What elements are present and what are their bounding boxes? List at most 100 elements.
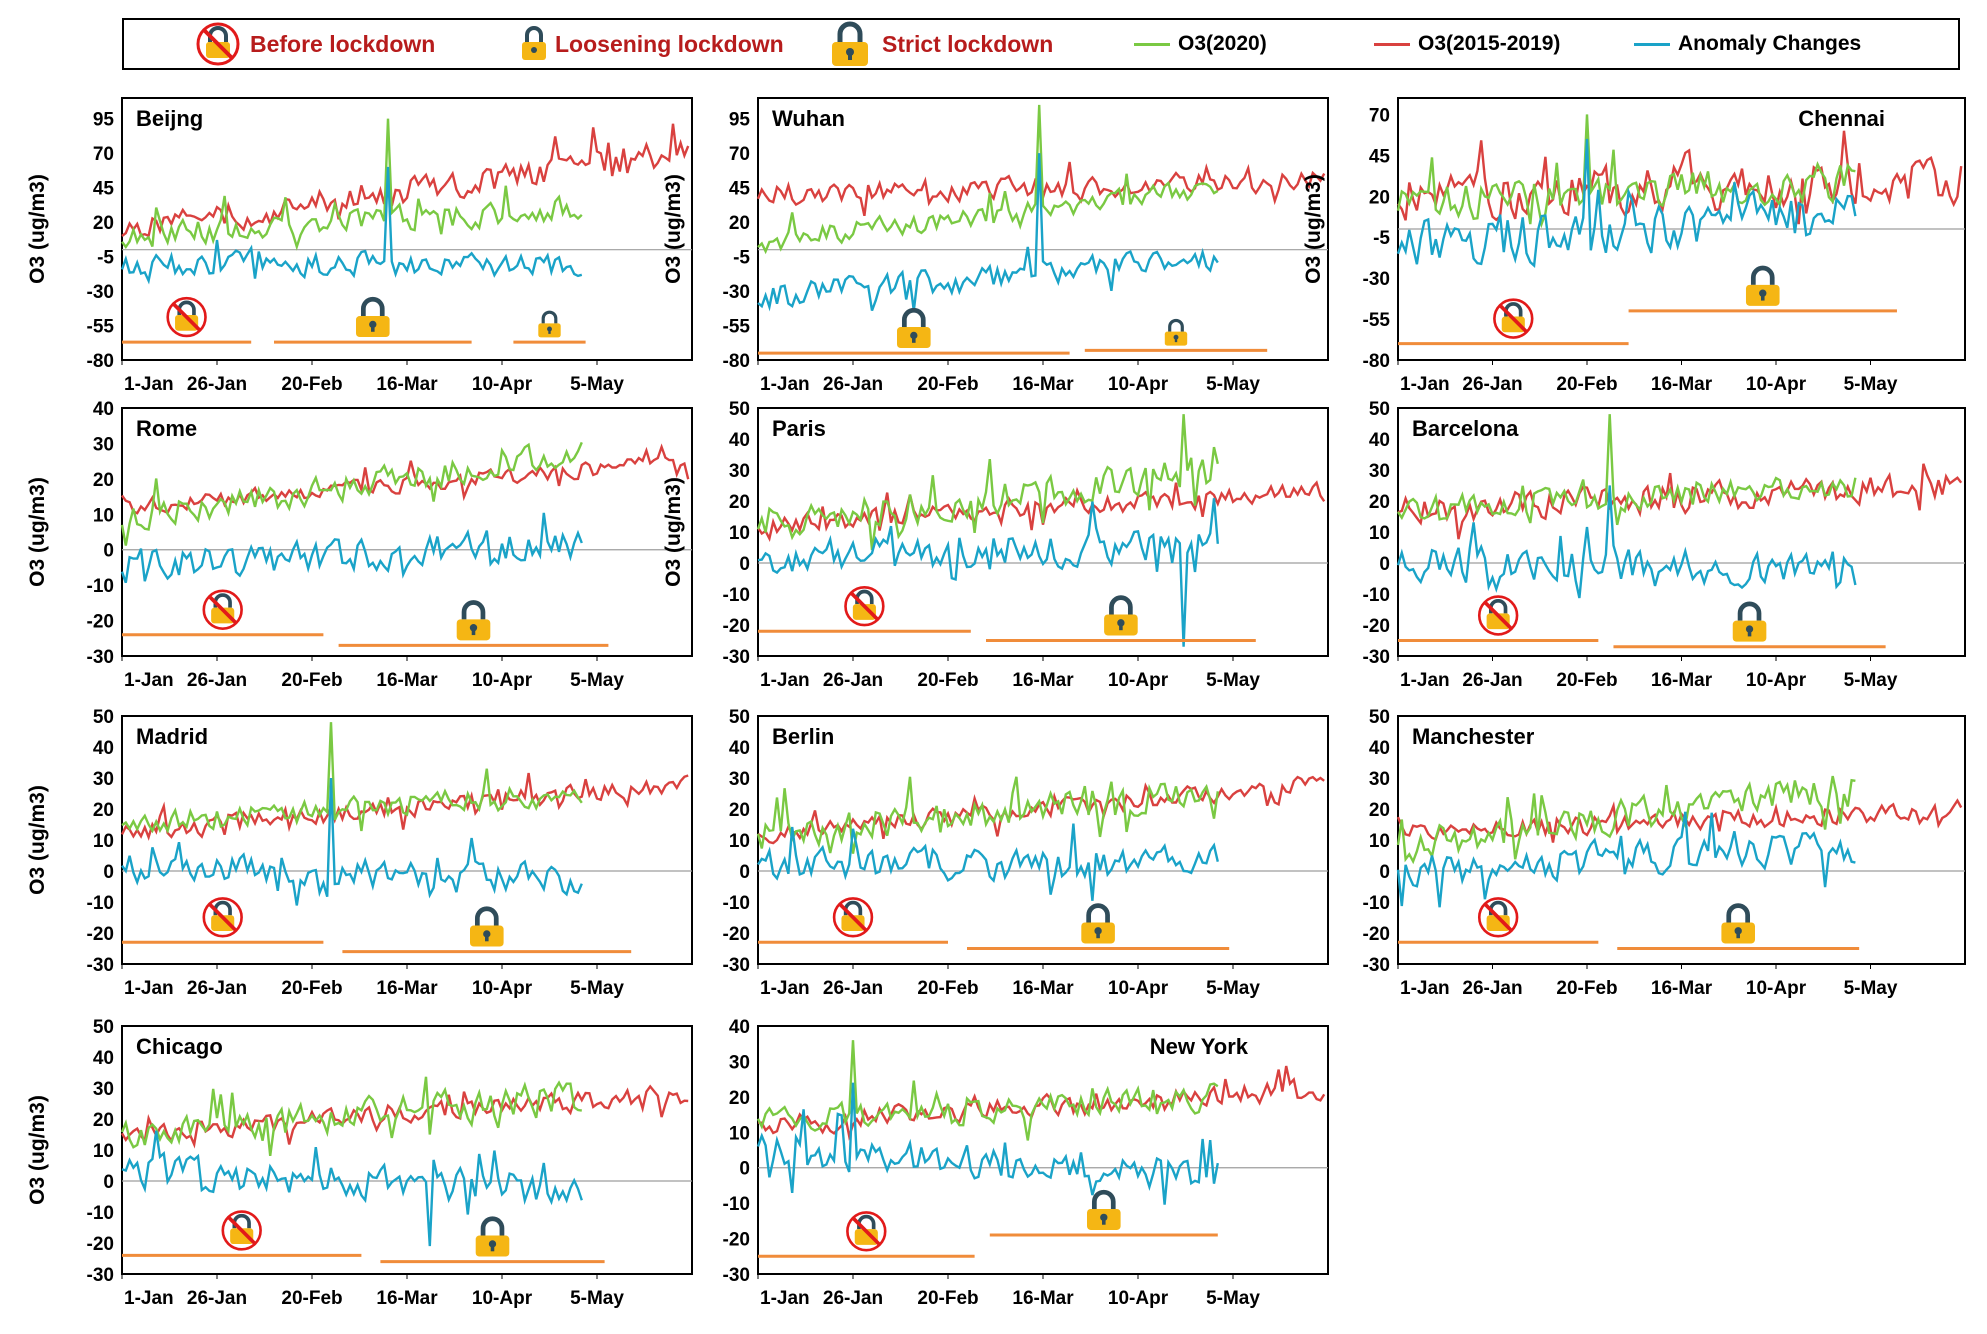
x-tick-label: 10-Apr bbox=[1746, 670, 1807, 691]
loosening-lockdown-icon-keyslot bbox=[1174, 337, 1178, 343]
strict-lockdown-icon bbox=[356, 296, 390, 338]
y-tick-label: 10 bbox=[1369, 523, 1390, 544]
y-tick-label: -30 bbox=[87, 1265, 114, 1286]
before-lockdown-icon-body bbox=[1486, 613, 1510, 630]
y-tick-label: 10 bbox=[729, 831, 750, 852]
x-tick-label: 10-Apr bbox=[1108, 374, 1169, 395]
before-lockdown-icon-slash bbox=[227, 1216, 256, 1245]
legend-loosening: Loosening lockdown bbox=[519, 20, 784, 68]
y-tick-label: 50 bbox=[729, 707, 750, 728]
chart-title: Manchester bbox=[1412, 724, 1535, 749]
series-o3-2015-2019 bbox=[757, 775, 1325, 845]
series-anomaly bbox=[1396, 811, 1856, 908]
chart-title: Berlin bbox=[772, 724, 834, 749]
x-tick-label: 10-Apr bbox=[472, 978, 533, 999]
x-tick-label: 1-Jan bbox=[760, 1288, 810, 1309]
strict-lockdown-icon bbox=[1732, 601, 1767, 642]
before-lockdown-icon-body bbox=[1501, 316, 1525, 333]
strict-lockdown-icon-shackle bbox=[901, 307, 926, 328]
strict-lockdown-icon-keyslot bbox=[471, 627, 476, 636]
before-lockdown-icon bbox=[846, 1211, 887, 1252]
y-tick-label: 40 bbox=[93, 738, 114, 759]
strict-lockdown-icon-keyslot bbox=[1119, 622, 1123, 631]
before-lockdown-icon bbox=[1477, 595, 1519, 636]
strict-lockdown-icon-shackle bbox=[474, 906, 499, 926]
legend-o3-hist-swatch bbox=[1374, 42, 1410, 46]
x-tick-label: 16-Mar bbox=[376, 978, 438, 999]
x-tick-label: 5-May bbox=[1206, 374, 1260, 395]
y-axis-label: O3 (ug/m3) bbox=[662, 477, 685, 587]
x-tick-label: 20-Feb bbox=[917, 1288, 978, 1309]
x-tick-label: 5-May bbox=[1844, 670, 1898, 691]
y-tick-label: -80 bbox=[723, 351, 750, 372]
y-tick-label: 40 bbox=[729, 430, 750, 451]
y-tick-label: 30 bbox=[93, 1079, 114, 1100]
x-tick-label: 16-Mar bbox=[1012, 670, 1074, 691]
before-lockdown-icon bbox=[832, 897, 874, 938]
y-tick-label: 50 bbox=[93, 1017, 114, 1038]
y-tick-label: -30 bbox=[87, 955, 114, 976]
strict-lockdown-icon bbox=[475, 1216, 510, 1257]
y-tick-label: -30 bbox=[1363, 647, 1390, 668]
x-tick-label: 20-Feb bbox=[1556, 374, 1617, 395]
loosening-lockdown-icon bbox=[538, 310, 561, 338]
y-axis-label: O3 (ug/m3) bbox=[26, 1095, 49, 1205]
strict-lockdown-icon-shackle bbox=[360, 296, 385, 317]
loosening-lockdown-icon-shackle bbox=[1168, 318, 1184, 332]
y-axis-label: O3 (ug/m3) bbox=[26, 785, 49, 895]
y-tick-label: -55 bbox=[1363, 310, 1391, 331]
x-tick-label: 5-May bbox=[570, 1288, 624, 1309]
legend-anomaly: Anomaly Changes bbox=[1634, 20, 1861, 68]
strict-lockdown-icon bbox=[897, 307, 931, 349]
x-tick-label: 26-Jan bbox=[187, 670, 247, 691]
x-tick-label: 10-Apr bbox=[1746, 374, 1807, 395]
x-tick-label: 5-May bbox=[1844, 978, 1898, 999]
y-tick-label: -10 bbox=[723, 585, 750, 606]
x-tick-label: 16-Mar bbox=[1651, 670, 1713, 691]
before-lockdown-icon-body bbox=[854, 1229, 878, 1245]
series-o3-2015-2019 bbox=[1396, 798, 1963, 843]
before-lockdown-icon-slash bbox=[839, 903, 867, 932]
y-axis-label: O3 (ug/m3) bbox=[662, 174, 685, 284]
x-tick-label: 10-Apr bbox=[1108, 978, 1169, 999]
chart-title: Chennai bbox=[1798, 106, 1885, 131]
y-tick-label: -20 bbox=[723, 1230, 750, 1251]
y-tick-label: -5 bbox=[733, 248, 750, 269]
strict-lockdown-icon-shackle bbox=[1086, 903, 1110, 923]
legend-o3-hist: O3(2015-2019) bbox=[1374, 20, 1560, 68]
x-tick-label: 10-Apr bbox=[472, 1288, 533, 1309]
y-tick-label: 20 bbox=[1369, 800, 1390, 821]
y-tick-label: -20 bbox=[87, 924, 114, 945]
y-tick-label: 40 bbox=[1369, 430, 1390, 451]
chart-title: Beijng bbox=[136, 106, 203, 131]
strict-lock-icon bbox=[832, 21, 868, 66]
before-lockdown-icon bbox=[166, 296, 207, 338]
series-anomaly bbox=[757, 498, 1219, 647]
x-tick-label: 26-Jan bbox=[1462, 670, 1522, 691]
x-tick-label: 26-Jan bbox=[823, 374, 883, 395]
y-tick-label: 20 bbox=[1369, 492, 1390, 513]
y-tick-label: -30 bbox=[1363, 269, 1390, 290]
strict-lockdown-icon-keyhole bbox=[1759, 289, 1767, 297]
y-tick-label: -80 bbox=[1363, 351, 1390, 372]
y-tick-label: 20 bbox=[93, 470, 114, 491]
y-tick-label: 0 bbox=[1379, 862, 1390, 883]
strict-lockdown-icon bbox=[470, 906, 504, 947]
strict-lockdown-icon bbox=[456, 600, 491, 641]
y-tick-label: -20 bbox=[723, 924, 750, 945]
plot-frame bbox=[121, 1025, 693, 1275]
x-tick-label: 20-Feb bbox=[917, 374, 978, 395]
y-tick-label: -10 bbox=[1363, 585, 1390, 606]
y-axis-label: O3 (ug/m3) bbox=[26, 477, 49, 587]
series-o3-2020 bbox=[757, 104, 1219, 255]
series-o3-2020 bbox=[1396, 114, 1856, 229]
before-lockdown-icon-body bbox=[175, 314, 199, 331]
y-tick-label: -20 bbox=[723, 616, 750, 637]
loosening-lock-icon bbox=[522, 26, 546, 60]
y-tick-label: -30 bbox=[723, 1265, 750, 1286]
x-tick-label: 20-Feb bbox=[1556, 978, 1617, 999]
x-tick-label: 20-Feb bbox=[281, 978, 342, 999]
y-tick-label: 50 bbox=[93, 707, 114, 728]
y-tick-label: 70 bbox=[729, 144, 750, 165]
